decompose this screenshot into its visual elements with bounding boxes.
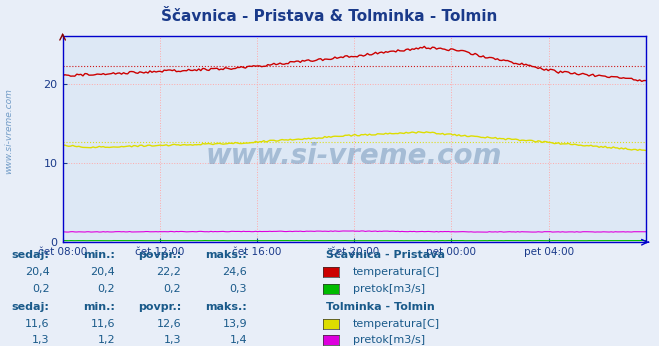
Text: 11,6: 11,6 bbox=[91, 319, 115, 329]
Text: 11,6: 11,6 bbox=[25, 319, 49, 329]
Text: min.:: min.: bbox=[84, 250, 115, 260]
Text: maks.:: maks.: bbox=[206, 250, 247, 260]
Text: 20,4: 20,4 bbox=[24, 267, 49, 277]
Text: 1,4: 1,4 bbox=[229, 335, 247, 345]
Text: povpr.:: povpr.: bbox=[138, 302, 181, 312]
Text: Tolminka - Tolmin: Tolminka - Tolmin bbox=[326, 302, 435, 312]
Text: 1,2: 1,2 bbox=[98, 335, 115, 345]
Text: maks.:: maks.: bbox=[206, 302, 247, 312]
Text: 0,2: 0,2 bbox=[98, 284, 115, 294]
Text: pretok[m3/s]: pretok[m3/s] bbox=[353, 284, 424, 294]
Text: www.si-vreme.com: www.si-vreme.com bbox=[206, 142, 502, 170]
Text: Ščavnica - Pristava & Tolminka - Tolmin: Ščavnica - Pristava & Tolminka - Tolmin bbox=[161, 9, 498, 24]
Text: 13,9: 13,9 bbox=[223, 319, 247, 329]
Text: temperatura[C]: temperatura[C] bbox=[353, 267, 440, 277]
Text: min.:: min.: bbox=[84, 302, 115, 312]
Text: Ščavnica - Pristava: Ščavnica - Pristava bbox=[326, 250, 445, 260]
Text: 12,6: 12,6 bbox=[157, 319, 181, 329]
Text: povpr.:: povpr.: bbox=[138, 250, 181, 260]
Text: sedaj:: sedaj: bbox=[12, 250, 49, 260]
Text: 20,4: 20,4 bbox=[90, 267, 115, 277]
Text: 24,6: 24,6 bbox=[222, 267, 247, 277]
Text: 1,3: 1,3 bbox=[163, 335, 181, 345]
Text: temperatura[C]: temperatura[C] bbox=[353, 319, 440, 329]
Text: 22,2: 22,2 bbox=[156, 267, 181, 277]
Text: 0,3: 0,3 bbox=[229, 284, 247, 294]
Text: www.si-vreme.com: www.si-vreme.com bbox=[4, 89, 13, 174]
Text: pretok[m3/s]: pretok[m3/s] bbox=[353, 335, 424, 345]
Text: sedaj:: sedaj: bbox=[12, 302, 49, 312]
Text: 1,3: 1,3 bbox=[32, 335, 49, 345]
Text: 0,2: 0,2 bbox=[163, 284, 181, 294]
Text: 0,2: 0,2 bbox=[32, 284, 49, 294]
